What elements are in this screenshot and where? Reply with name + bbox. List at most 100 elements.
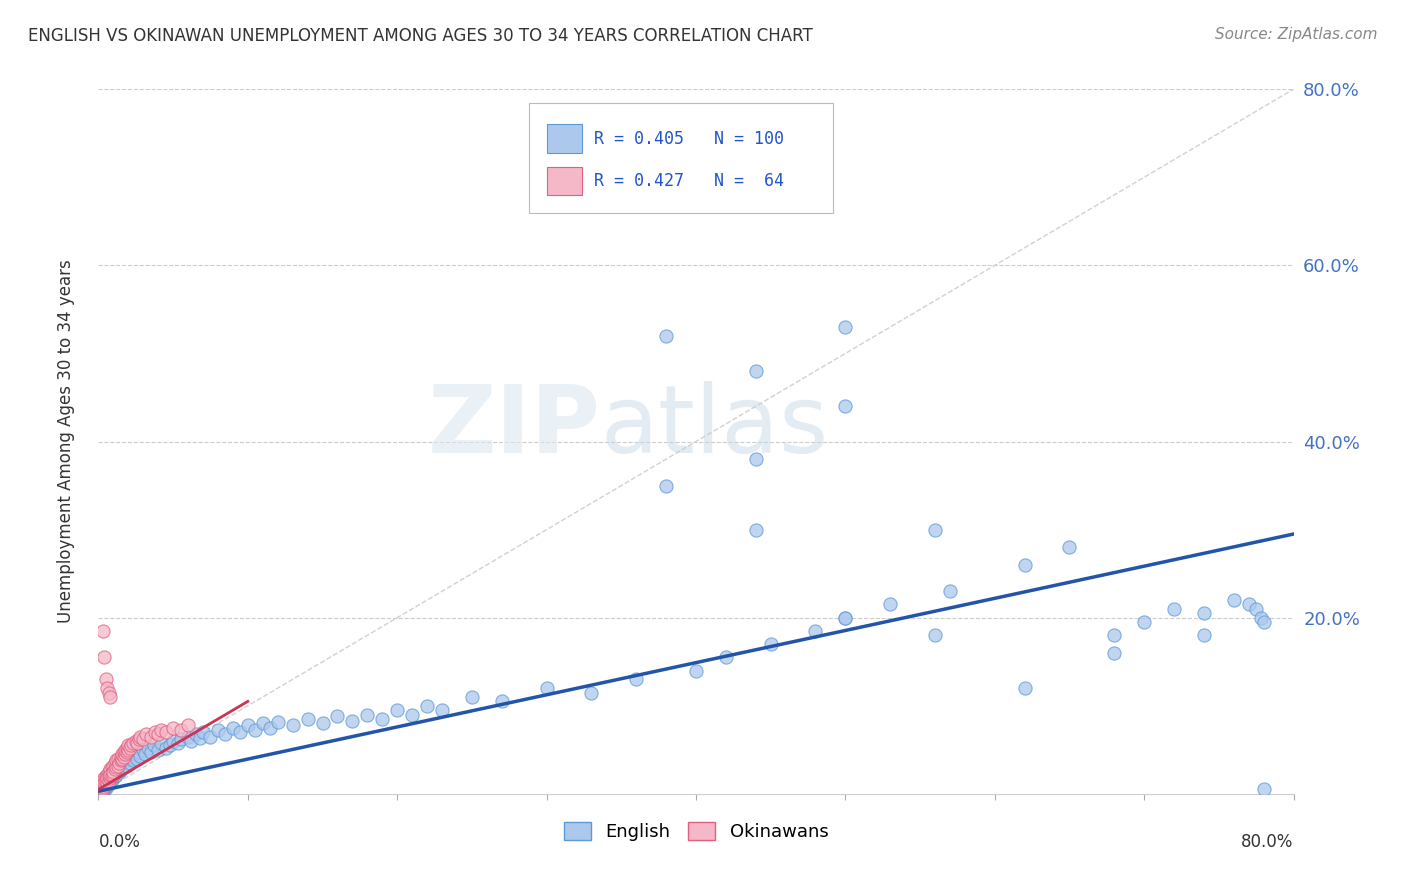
- Point: [111, 747, 134, 762]
- Point: [745, 364, 768, 378]
- Point: [191, 725, 214, 739]
- Point: [104, 756, 127, 770]
- Point: [184, 727, 207, 741]
- Point: [112, 750, 135, 764]
- Point: [91, 778, 114, 792]
- Point: [108, 764, 131, 779]
- Point: [655, 478, 678, 492]
- Legend: English, Okinawans: English, Okinawans: [557, 814, 835, 848]
- Point: [101, 772, 124, 787]
- FancyBboxPatch shape: [529, 103, 834, 212]
- Point: [93, 771, 115, 785]
- Point: [96, 776, 118, 790]
- Text: 0.0%: 0.0%: [98, 832, 141, 851]
- Point: [162, 721, 184, 735]
- Point: [120, 739, 142, 753]
- Point: [93, 776, 115, 790]
- Point: [148, 727, 170, 741]
- Point: [1104, 628, 1126, 642]
- Point: [148, 743, 170, 757]
- FancyBboxPatch shape: [547, 124, 582, 153]
- Point: [1104, 646, 1126, 660]
- Point: [96, 776, 118, 790]
- Point: [89, 778, 111, 792]
- Point: [200, 730, 222, 744]
- Point: [94, 780, 117, 795]
- Point: [96, 681, 118, 696]
- Point: [169, 732, 191, 747]
- Point: [117, 739, 139, 753]
- Point: [371, 712, 394, 726]
- Point: [134, 747, 156, 762]
- Point: [96, 771, 118, 785]
- Point: [91, 773, 114, 788]
- Point: [94, 778, 117, 792]
- Point: [135, 727, 157, 741]
- Point: [94, 769, 117, 783]
- Point: [759, 637, 782, 651]
- Text: ZIP: ZIP: [427, 382, 600, 474]
- Point: [101, 760, 124, 774]
- Point: [110, 753, 132, 767]
- Point: [105, 762, 128, 776]
- Point: [461, 690, 484, 704]
- Point: [93, 650, 115, 665]
- Point: [115, 746, 138, 760]
- Point: [385, 703, 409, 717]
- Point: [89, 782, 111, 797]
- Point: [129, 730, 152, 744]
- Point: [104, 769, 127, 783]
- Point: [1192, 628, 1215, 642]
- Point: [89, 784, 111, 798]
- Point: [207, 723, 229, 738]
- Point: [98, 690, 122, 704]
- Point: [128, 745, 150, 759]
- Point: [1253, 782, 1275, 797]
- Point: [1163, 602, 1185, 616]
- Point: [121, 753, 143, 767]
- Point: [1014, 681, 1036, 696]
- Point: [356, 707, 378, 722]
- Point: [150, 723, 173, 738]
- Point: [104, 764, 127, 779]
- Point: [115, 741, 138, 756]
- Point: [129, 749, 152, 764]
- Point: [939, 584, 962, 599]
- Point: [107, 760, 129, 774]
- Point: [1250, 610, 1272, 624]
- Point: [118, 741, 141, 756]
- Point: [96, 767, 118, 781]
- Point: [188, 731, 211, 746]
- Text: 80.0%: 80.0%: [1241, 832, 1294, 851]
- Point: [1014, 558, 1036, 572]
- Point: [1223, 593, 1246, 607]
- Point: [121, 736, 143, 750]
- Point: [581, 685, 603, 699]
- Point: [103, 758, 125, 772]
- Point: [91, 781, 114, 796]
- Point: [342, 714, 364, 728]
- Point: [685, 664, 707, 678]
- Point: [311, 716, 333, 731]
- Point: [214, 727, 236, 741]
- Point: [139, 730, 162, 744]
- Point: [107, 758, 129, 772]
- Point: [804, 624, 827, 638]
- Point: [90, 784, 112, 798]
- Point: [111, 756, 134, 770]
- Point: [98, 767, 122, 781]
- Point: [128, 732, 150, 747]
- Point: [142, 739, 165, 753]
- Point: [94, 773, 117, 788]
- Point: [110, 758, 132, 772]
- Point: [97, 685, 120, 699]
- Point: [714, 650, 737, 665]
- Point: [1237, 598, 1260, 612]
- Point: [104, 762, 127, 776]
- Point: [111, 751, 134, 765]
- Point: [177, 718, 200, 732]
- Point: [98, 762, 122, 776]
- Point: [162, 734, 184, 748]
- Point: [1059, 540, 1081, 554]
- Point: [745, 523, 768, 537]
